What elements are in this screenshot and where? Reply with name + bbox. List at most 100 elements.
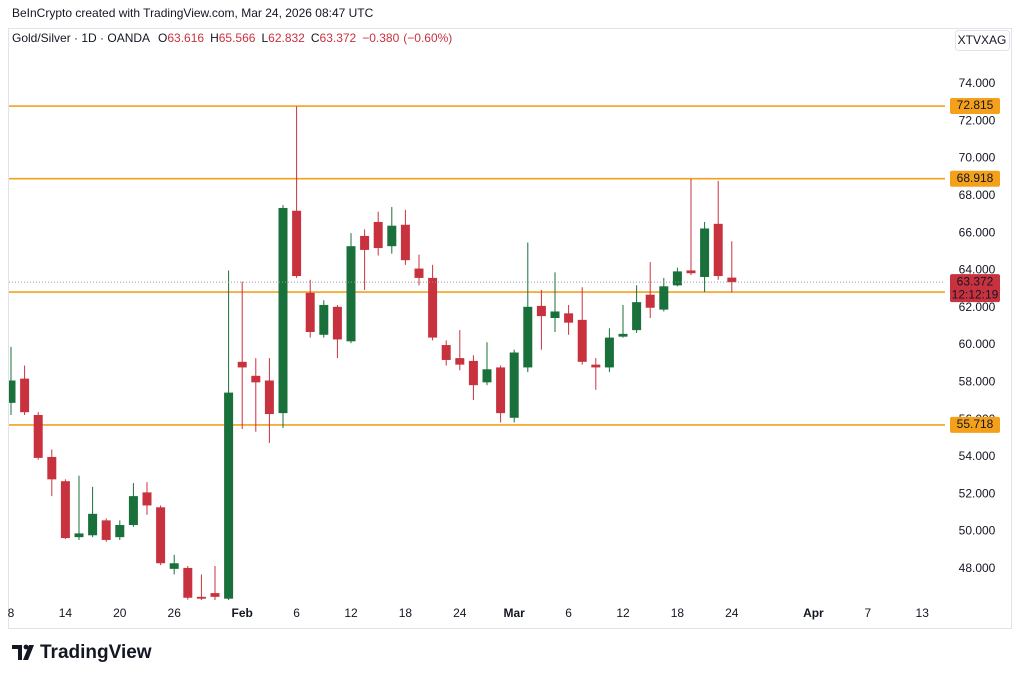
y-tick-label: 60.000	[959, 337, 996, 351]
brand: TradingView	[40, 642, 152, 663]
y-tick-label: 50.000	[959, 524, 996, 538]
candle-body	[727, 277, 737, 283]
price-label: 63.372	[957, 274, 994, 288]
legend-change-pct: (−0.60%)	[403, 31, 452, 45]
candle-body	[210, 593, 220, 597]
candle-body	[441, 345, 451, 360]
y-tick-label: 58.000	[959, 375, 996, 389]
candle-body	[700, 228, 710, 277]
x-tick-label: Apr	[803, 606, 824, 620]
credit: BeInCrypto created with TradingView.com,…	[12, 6, 374, 20]
level-label: 68.918	[957, 171, 994, 185]
legend-change: −0.380	[362, 31, 399, 45]
candle-body	[319, 304, 329, 335]
level-label-box	[950, 98, 1000, 115]
legend-value: 63.372	[320, 31, 357, 45]
legend-value: 62.832	[268, 31, 305, 45]
candle-body	[251, 375, 261, 383]
x-tick-label: 7	[864, 606, 871, 620]
candle-body	[20, 378, 30, 413]
candle-body	[183, 567, 193, 598]
y-tick-label: 72.000	[959, 113, 996, 127]
legend-label: C	[311, 31, 320, 45]
candle-body	[482, 369, 492, 383]
candle-body	[156, 507, 166, 564]
candle-body	[292, 210, 302, 277]
y-tick-label: 64.000	[959, 263, 996, 277]
candle-body	[455, 358, 465, 365]
y-tick-label: 70.000	[959, 151, 996, 165]
candle-body	[659, 286, 669, 310]
candle-body	[713, 223, 723, 277]
candle-body	[60, 481, 70, 539]
plot-area	[9, 105, 945, 600]
candle-body	[33, 414, 43, 458]
candle-body	[196, 596, 206, 599]
candle-body	[632, 302, 642, 331]
candle-body	[264, 380, 274, 415]
legend-symbol: Gold/Silver · 1D · OANDA	[12, 31, 150, 45]
legend-value: 65.566	[219, 31, 256, 45]
candle-body	[74, 533, 84, 538]
level-label-box	[950, 170, 1000, 187]
legend: Gold/Silver · 1D · OANDA O63.616 H65.566 L6…	[12, 31, 452, 45]
candle-body	[618, 333, 628, 337]
legend-value: 63.616	[167, 31, 204, 45]
x-tick-label: 13	[916, 606, 930, 620]
ticker-box	[955, 30, 1010, 51]
candle-body	[88, 513, 98, 536]
candle-body	[428, 277, 438, 338]
candle-body	[536, 305, 546, 317]
countdown: 12:12:19	[952, 287, 999, 301]
candle-body	[414, 268, 424, 278]
candle-body	[672, 271, 682, 286]
candle-body	[346, 246, 356, 342]
brand-logo	[12, 644, 34, 660]
candle-body	[604, 337, 614, 368]
candle-body	[509, 352, 519, 418]
candle-body	[591, 364, 601, 368]
x-tick-label: 24	[725, 606, 739, 620]
candle-body	[400, 224, 410, 261]
y-tick-label: 48.000	[959, 561, 996, 575]
candle-body	[496, 367, 506, 414]
candle-body	[9, 380, 16, 403]
x-tick-label: 20	[113, 606, 127, 620]
level-label: 55.718	[957, 417, 994, 431]
price-label-box	[950, 274, 1000, 303]
x-tick-label: Mar	[504, 606, 526, 620]
x-tick-label: 14	[59, 606, 73, 620]
x-tick-label: 26	[168, 606, 182, 620]
y-tick-label: 62.000	[959, 300, 996, 314]
y-tick-label: 54.000	[959, 449, 996, 463]
x-tick-label: 8	[8, 606, 15, 620]
legend-label: H	[210, 31, 219, 45]
candle-body	[47, 456, 57, 480]
candle-body	[577, 319, 587, 362]
candle-body	[523, 306, 533, 368]
candle-body	[645, 294, 655, 308]
candle-body	[169, 563, 179, 569]
candle-body	[115, 525, 125, 538]
x-tick-label: 6	[565, 606, 572, 620]
y-tick-label: 66.000	[959, 225, 996, 239]
candle-body	[278, 207, 288, 414]
x-tick-label: 6	[293, 606, 300, 620]
x-tick-label: 12	[344, 606, 358, 620]
candle-body	[564, 313, 574, 323]
level-label: 72.815	[957, 98, 994, 112]
candle-body	[142, 492, 152, 506]
candle-body	[305, 292, 315, 332]
candle-body	[387, 225, 397, 247]
candle-body	[332, 306, 342, 340]
level-label-box	[950, 416, 1000, 433]
legend-label: L	[261, 31, 268, 45]
x-tick-label: 12	[616, 606, 630, 620]
y-tick-label: 74.000	[959, 76, 996, 90]
candle-body	[224, 392, 234, 599]
candle-body	[360, 235, 370, 250]
candle-body	[101, 520, 111, 540]
y-tick-label: 52.000	[959, 486, 996, 500]
x-tick-label: 18	[671, 606, 685, 620]
